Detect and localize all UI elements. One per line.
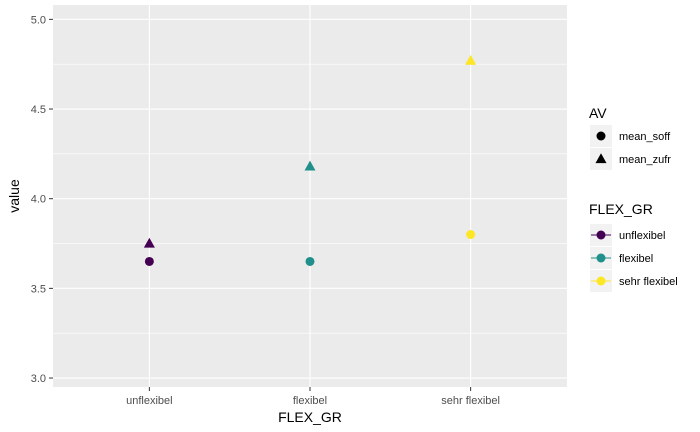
y-tick-label: 3.0 <box>31 373 46 385</box>
y-tick-label: 5.0 <box>31 14 46 26</box>
legend-label-2: sehr flexibel <box>619 276 678 288</box>
x-axis-title: FLEX_GR <box>278 409 342 425</box>
legend-key-point <box>596 253 606 263</box>
point-mean_zufr-1 <box>304 160 316 171</box>
point-mean_soff-0 <box>144 256 154 266</box>
legend-shape: AV mean_soff mean_zufr <box>589 105 671 170</box>
legend-shape-title: AV <box>589 105 607 121</box>
point-mean_soff-2 <box>466 230 476 240</box>
data-points <box>143 54 477 266</box>
x-tick-label: flexibel <box>293 395 327 407</box>
legend-color: FLEX_GR unflexibel flexibel sehr flexibel <box>589 201 678 292</box>
legend-label-0: unflexibel <box>619 230 665 242</box>
y-axis: 3.0 3.5 4.0 4.5 5.0 <box>31 14 53 385</box>
point-mean_zufr-2 <box>465 54 477 65</box>
major-gridlines <box>53 5 567 387</box>
y-axis-title: value <box>6 179 22 213</box>
legend-key-circle <box>596 131 606 141</box>
y-tick-label: 4.5 <box>31 104 46 116</box>
x-tick-label: sehr flexibel <box>441 395 500 407</box>
point-mean_zufr-0 <box>143 237 155 248</box>
x-axis: unflexibel flexibel sehr flexibel <box>126 387 500 407</box>
y-tick-label: 3.5 <box>31 283 46 295</box>
legend-label-1: flexibel <box>619 253 653 265</box>
legend-color-title: FLEX_GR <box>589 201 653 217</box>
legend-key-triangle <box>595 153 607 164</box>
point-mean_soff-1 <box>305 256 315 266</box>
legend-label-mean_zufr: mean_zufr <box>619 154 671 166</box>
legend-key-point <box>596 230 606 240</box>
legend-key-point <box>596 276 606 286</box>
y-tick-label: 4.0 <box>31 194 46 206</box>
legend-label-mean_soff: mean_soff <box>619 131 671 143</box>
x-tick-label: unflexibel <box>126 395 172 407</box>
